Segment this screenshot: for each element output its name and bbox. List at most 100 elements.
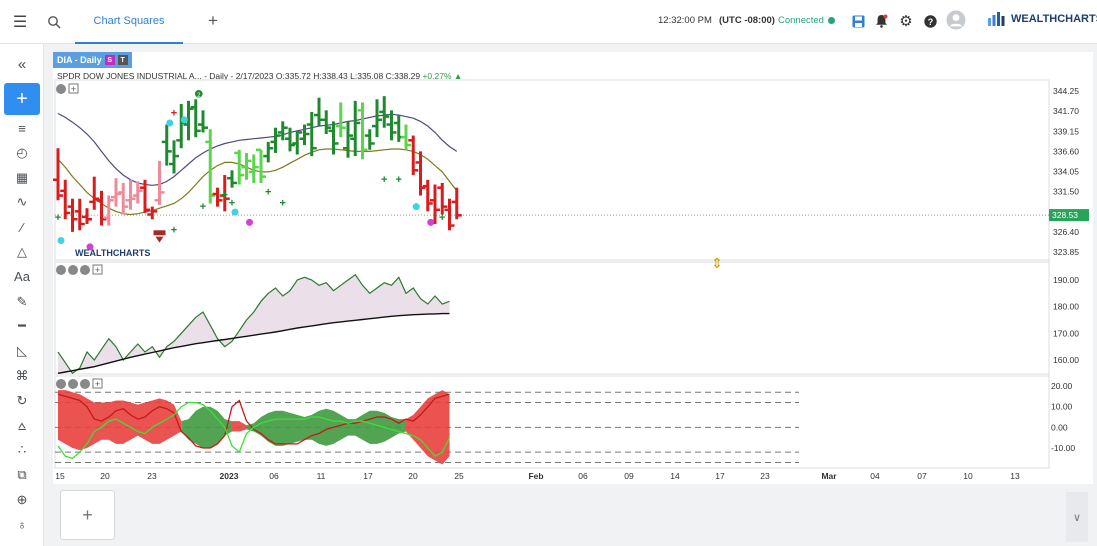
ohlc-info: SPDR DOW JONES INDUSTRIAL A... - Daily -…	[57, 71, 462, 81]
ohlc-bar	[89, 176, 100, 210]
ohlc-bar	[118, 182, 129, 215]
info-high: H:338.43	[313, 71, 348, 81]
ohlc-bar	[350, 100, 361, 157]
trend-icon[interactable]: ∿	[16, 194, 28, 210]
search-icon[interactable]	[44, 12, 64, 32]
up-icon	[80, 265, 90, 275]
layers-icon[interactable]: ⧉	[17, 467, 27, 483]
alert-icon[interactable]	[873, 12, 889, 30]
x-tick-label: 15	[55, 471, 65, 481]
nodes-icon[interactable]: ∴	[17, 442, 27, 458]
plus-signal: +	[171, 224, 177, 236]
indicators-icon[interactable]: ≡	[18, 120, 26, 136]
collapse-icon[interactable]: «	[17, 55, 27, 73]
calendar-icon[interactable]: ▦	[15, 169, 29, 185]
gear-icon[interactable]: ⚙	[899, 13, 913, 30]
plus-signal: +	[439, 212, 445, 224]
clock-icon[interactable]: ◴	[16, 144, 28, 160]
last-price-label: 328.53	[1052, 210, 1078, 220]
price-tick-label: 336.60	[1053, 146, 1079, 156]
timezone[interactable]: (UTC -08:00)	[719, 15, 775, 26]
ohlc-bar	[408, 135, 419, 176]
trash-icon[interactable]: ⌘	[15, 368, 29, 383]
measure-icon[interactable]: ◺	[17, 343, 27, 359]
connection-status: Connected	[778, 15, 835, 26]
info-change: +0.27%	[422, 71, 452, 81]
ohlc-bar	[299, 124, 310, 146]
symbol-tag-label: DIA - Daily	[57, 55, 102, 65]
refresh-icon[interactable]: ↻	[16, 392, 28, 408]
logo-icon	[988, 12, 1005, 26]
price-tick-label: 341.70	[1053, 106, 1079, 116]
x-tick-label: 17	[363, 471, 373, 481]
add-tab-icon[interactable]: +	[208, 11, 218, 30]
ohlc-bar	[183, 100, 194, 141]
menu-icon[interactable]: ☰	[12, 14, 28, 31]
ohlc-bar	[292, 130, 303, 155]
resize-handle-icon: ⇕	[711, 255, 723, 271]
ohlc-bar	[343, 121, 353, 158]
cyan-dot-signal	[57, 237, 65, 245]
add-chart-button[interactable]: +	[60, 490, 115, 540]
user-icon[interactable]	[945, 9, 967, 31]
ohlc-bar	[96, 190, 107, 226]
price-tick-label: 339.15	[1053, 126, 1079, 136]
globe-icon[interactable]: ♁	[17, 517, 27, 533]
slash-icon	[56, 84, 66, 94]
symbol-tag[interactable]: DIA - Daily S T	[53, 52, 132, 68]
indicator1-fill	[58, 274, 450, 374]
ohlc-bar	[132, 181, 143, 204]
ohlc-bar	[248, 154, 259, 183]
add-icon[interactable]: +	[4, 83, 40, 115]
slash-icon	[56, 265, 66, 275]
line-icon[interactable]: ∕	[20, 219, 24, 235]
plus-signal: +	[55, 212, 61, 224]
ohlc-bar	[430, 184, 440, 224]
badge-t[interactable]: T	[117, 55, 128, 65]
save-icon[interactable]	[850, 12, 866, 30]
x-tick-label: 23	[760, 471, 770, 481]
up-arrow-icon: ▲	[453, 71, 463, 81]
chart-panel: DIA - Daily S T SPDR DOW JONES INDUSTRIA…	[53, 52, 1093, 484]
x-tick-label: 07	[917, 471, 927, 481]
slash-icon	[56, 379, 66, 389]
ind2-tick-label: -10.00	[1051, 443, 1075, 453]
x-tick-label: 17	[715, 471, 725, 481]
plus-box-icon-glyph: +	[71, 84, 76, 94]
magenta-dot-signal	[427, 218, 435, 226]
plus-signal: +	[222, 190, 228, 202]
text-icon[interactable]: Aa	[14, 269, 30, 285]
down-icon	[68, 265, 78, 275]
chart-icon[interactable]: ⩟	[18, 417, 26, 433]
expand-chevron-icon[interactable]: ∨	[1066, 492, 1088, 542]
ohlc-bar	[364, 129, 375, 150]
help-icon[interactable]: ?	[921, 12, 939, 30]
ohlc-bar	[386, 110, 397, 141]
chart-canvas[interactable]: +++344.25341.70339.15336.60334.05331.503…	[53, 52, 1093, 484]
badge-s[interactable]: S	[104, 55, 115, 65]
ohlc-bar	[234, 149, 245, 185]
brand-logo: WEALTHCHARTS	[987, 12, 1097, 26]
crosshair-icon[interactable]: ⊕	[16, 492, 28, 507]
ohlc-bar	[335, 102, 346, 138]
tab-chart-squares[interactable]: Chart Squares	[75, 0, 183, 44]
chart-watermark: WEALTHCHARTS	[75, 248, 150, 258]
shapes-icon[interactable]: △	[17, 244, 27, 259]
price-tick-label: 323.85	[1053, 247, 1079, 257]
x-tick-label: 25	[454, 471, 464, 481]
x-tick-label: 04	[870, 471, 880, 481]
ohlc-bar	[67, 198, 78, 232]
ind2-green-line	[57, 401, 451, 460]
pen-icon[interactable]: ✎	[16, 293, 28, 309]
buy-signal-badge	[194, 89, 203, 98]
x-tick-label: 14	[670, 471, 680, 481]
ruler-icon[interactable]: ━	[18, 318, 26, 334]
info-daily: - Daily - 2/17/2023	[204, 71, 274, 81]
ohlc-bar	[263, 141, 274, 163]
plus-box-icon	[92, 264, 103, 275]
indicator1-line-a	[57, 273, 450, 375]
x-tick-label: 09	[624, 471, 634, 481]
plus-signal: +	[280, 198, 286, 210]
ind2-tick-label: 0.00	[1051, 422, 1068, 432]
plus-box-icon	[92, 378, 103, 389]
